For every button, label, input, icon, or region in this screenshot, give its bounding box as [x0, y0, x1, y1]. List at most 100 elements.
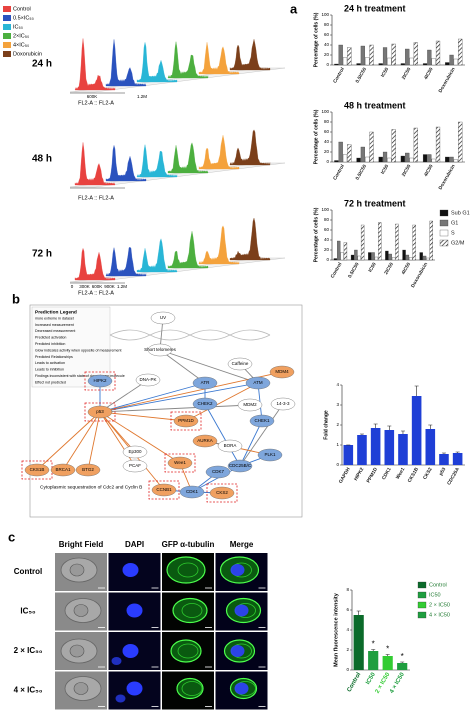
bar [419, 252, 423, 261]
histogram [74, 247, 116, 281]
chart-title: 24 h treatment [344, 3, 406, 13]
legend-label: Doxorubicin [13, 51, 42, 57]
bar [439, 454, 449, 465]
pathway-edge [204, 403, 241, 467]
pathway-node [249, 414, 275, 428]
bar [371, 252, 375, 261]
row-label: 4 × IC₅₀ [14, 686, 43, 695]
bar [384, 430, 395, 465]
pathway-edge [239, 403, 284, 467]
histogram [167, 142, 209, 174]
node-label: UV [160, 315, 166, 320]
pathway-node [179, 485, 205, 499]
error-bar [455, 451, 460, 453]
nucleus [126, 603, 143, 618]
panel-label: c [8, 529, 15, 544]
histogram-tick-label: 900K [104, 284, 115, 289]
significance-mark: * [401, 652, 404, 661]
node-label: BRCA1 [55, 467, 71, 472]
pathway-legend-text: Predicted Relationships [35, 355, 73, 359]
y-tick-label: 80 [324, 22, 330, 27]
histogram [136, 144, 178, 178]
node-label: 14-3-3 [276, 401, 290, 406]
node-label: DNA-PK [139, 377, 156, 382]
tubulin [172, 597, 208, 624]
bar [342, 154, 348, 163]
nucleus [122, 563, 139, 577]
significance-mark: * [386, 645, 389, 654]
histogram-tick-label: 1.2M [137, 94, 147, 99]
pathway-legend-text: Findings inconsistent with state of down… [35, 374, 125, 378]
y-axis-label: Percentage of cells (%) [313, 12, 319, 67]
bar [400, 155, 405, 163]
y-tick-label: 40 [324, 237, 330, 242]
legend-swatch [417, 601, 427, 609]
bar [449, 156, 454, 163]
legend-swatch [3, 33, 11, 39]
nucleus [111, 657, 122, 665]
legend-swatch [439, 219, 449, 227]
bar [360, 45, 365, 66]
y-tick-label: 20 [324, 247, 330, 252]
dna-helix [109, 329, 271, 341]
error-bar [371, 649, 376, 651]
y-tick-label: 80 [324, 217, 330, 222]
bar [340, 252, 344, 261]
nucleus [73, 682, 89, 695]
bar [425, 429, 436, 465]
y-tick-label: 40 [324, 42, 330, 47]
bar [409, 157, 414, 163]
y-tick-label: 1 [336, 442, 339, 447]
pathway-legend-text: more extreme in dataset [35, 316, 74, 320]
bar [356, 63, 361, 66]
histogram [136, 238, 178, 273]
histogram [167, 41, 209, 79]
bar [342, 57, 348, 66]
y-tick-label: 40 [324, 139, 330, 144]
bar [458, 38, 463, 66]
legend-swatch [3, 42, 11, 48]
pathway-edge [159, 349, 259, 384]
bar [449, 54, 454, 66]
pathway-node [24, 463, 50, 477]
pathway-legend-text: Predicted activation [35, 336, 66, 340]
bar [387, 57, 392, 66]
bar [402, 249, 406, 261]
node-label: PPM1D [178, 418, 194, 423]
y-axis-label: Mean fluorescence intensity [333, 592, 339, 667]
histogram [74, 142, 116, 186]
legend-label: S [451, 230, 455, 236]
bar [427, 49, 432, 66]
pathway-edge [239, 420, 263, 467]
y-axis-label: Percentage of cells (%) [313, 207, 319, 262]
bar [378, 156, 383, 163]
node-label: PLK1 [264, 452, 276, 457]
pathway-node [75, 463, 101, 477]
node-label: CKS2 [216, 490, 228, 495]
row-label: Control [14, 567, 42, 576]
legend-label: 2×IC₅₀ [13, 33, 29, 39]
histogram [105, 39, 147, 87]
panel-label: a [290, 1, 298, 16]
pathway-legend-text: Glow indicates activity when opposite of… [35, 348, 122, 352]
pathway-legend-box [31, 306, 111, 388]
pathway-node [147, 343, 173, 357]
legend-label: 4 × IC50 [429, 612, 450, 618]
bar [382, 151, 388, 163]
bar [374, 256, 379, 261]
pathway-node [269, 365, 295, 379]
y-tick-label: 2 [336, 422, 339, 427]
node-label: CDK1 [186, 489, 199, 494]
y-tick-label: 0 [326, 159, 329, 164]
bar [360, 146, 365, 163]
pathway-node [245, 376, 271, 390]
column-header: Bright Field [59, 540, 104, 549]
x-tick-label: 4IC50 [400, 261, 412, 275]
node-label: PCAF [129, 463, 141, 468]
bar [405, 152, 410, 163]
histogram [136, 42, 178, 83]
node-label: Caffeine [232, 361, 249, 366]
pathway-node [205, 465, 231, 479]
bar [357, 435, 367, 465]
column-header: DAPI [125, 540, 144, 549]
